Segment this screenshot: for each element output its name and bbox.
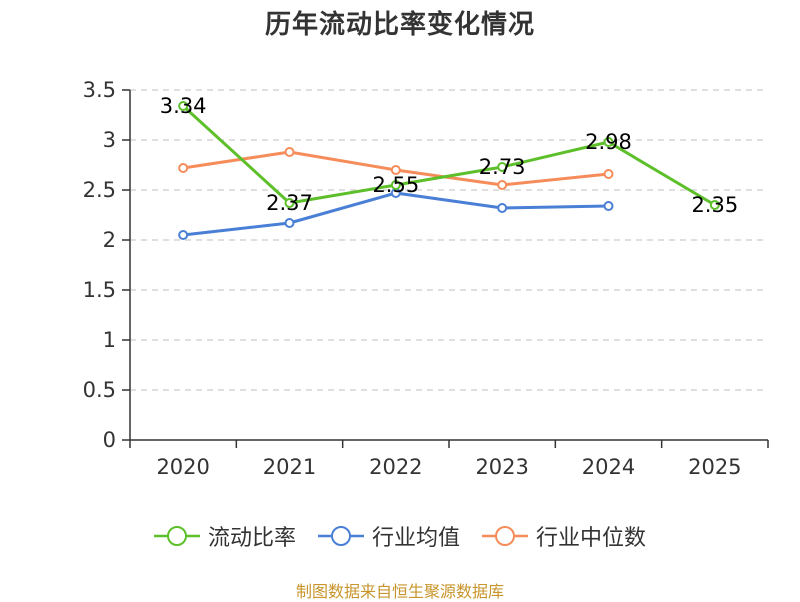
source-note: 制图数据来自恒生聚源数据库 (295, 582, 504, 601)
data-point (178, 163, 189, 173)
data-point (497, 180, 508, 190)
data-labels: 3.34 2.37 2.55 2.73 2.98 2.35 (160, 94, 738, 217)
data-point (178, 230, 189, 240)
data-point (497, 203, 508, 213)
legend-item-industry-average[interactable]: 行业均值 (317, 520, 460, 552)
legend-label: 流动比率 (207, 526, 296, 551)
data-point (603, 137, 614, 147)
series-lines (178, 101, 720, 240)
data-point (497, 162, 508, 172)
data-label: 2.35 (691, 193, 738, 217)
data-point (284, 198, 295, 208)
y-tick-label: 3 (103, 128, 116, 152)
x-tick-label: 2022 (369, 455, 422, 479)
data-label: 3.34 (160, 94, 207, 118)
grid-lines (130, 89, 768, 391)
chart-title: 历年流动比率变化情况 (264, 10, 535, 40)
y-tick-label: 2 (103, 228, 116, 252)
legend-label: 行业均值 (371, 526, 460, 551)
legend-label: 行业中位数 (536, 526, 647, 551)
legend: 流动比率 行业均值 行业中位数 (0, 520, 800, 552)
data-label: 2.98 (585, 130, 632, 154)
x-tick-label: 2024 (582, 455, 635, 479)
data-point (603, 201, 614, 211)
legend-item-current-ratio[interactable]: 流动比率 (153, 520, 296, 552)
x-tick-label: 2025 (688, 455, 741, 479)
data-point (284, 147, 295, 157)
data-label: 2.55 (372, 173, 419, 197)
data-label: 2.73 (479, 155, 526, 179)
data-point (178, 101, 189, 111)
x-tick-label: 2020 (156, 455, 209, 479)
data-point (603, 169, 614, 179)
legend-marker-icon (153, 526, 200, 546)
series-line-0 (182, 104, 716, 207)
y-tick-label: 1 (103, 328, 116, 352)
data-label: 2.37 (266, 191, 313, 215)
y-tick-label: 0.5 (83, 378, 116, 402)
legend-marker-icon (317, 526, 364, 546)
legend-item-industry-median[interactable]: 行业中位数 (482, 520, 646, 552)
series-line-1 (182, 191, 609, 237)
data-point (709, 200, 720, 210)
y-tick-label: 0 (103, 428, 116, 452)
data-point (284, 218, 295, 228)
legend-marker-icon (482, 526, 528, 546)
axes: 0 0.5 1 1.5 2 2.5 3 3.5 2020 2021 2022 2023 2024 2025 (83, 78, 769, 479)
y-tick-label: 1.5 (83, 278, 116, 302)
y-tick-label: 3.5 (83, 78, 116, 102)
x-tick-label: 2023 (475, 455, 528, 479)
data-point (390, 165, 401, 175)
x-tick-label: 2021 (263, 455, 316, 479)
data-point (390, 180, 401, 190)
y-tick-label: 2.5 (83, 178, 116, 202)
